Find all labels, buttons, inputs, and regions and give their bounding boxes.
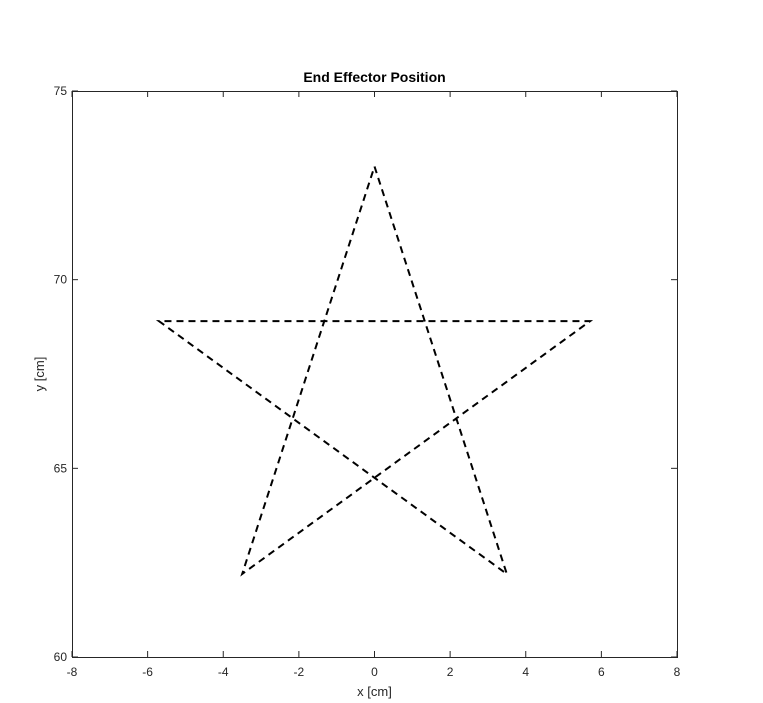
x-axis-label: x [cm] [357,684,392,699]
y-tick-label: 65 [54,461,68,475]
series-layer [155,166,594,577]
x-tick-label: 4 [522,665,529,679]
x-tick-label: 8 [674,665,681,679]
x-ticks: -8 -6 -4 -2 0 2 4 6 8 [67,91,681,679]
y-ticks: 60 65 70 75 [54,84,677,664]
x-tick-label: 6 [598,665,605,679]
x-tick-label: -6 [142,665,153,679]
y-tick-label: 60 [54,650,68,664]
series-line-0 [155,166,594,577]
plot-area [72,91,677,657]
x-tick-label: 0 [371,665,378,679]
y-tick-label: 70 [54,273,68,287]
chart-title: End Effector Position [303,69,445,85]
x-tick-label: -2 [294,665,305,679]
x-tick-label: -8 [67,665,78,679]
y-tick-label: 75 [54,84,68,98]
x-tick-label: -4 [218,665,229,679]
x-tick-label: 2 [447,665,454,679]
y-axis-label: y [cm] [32,357,47,392]
